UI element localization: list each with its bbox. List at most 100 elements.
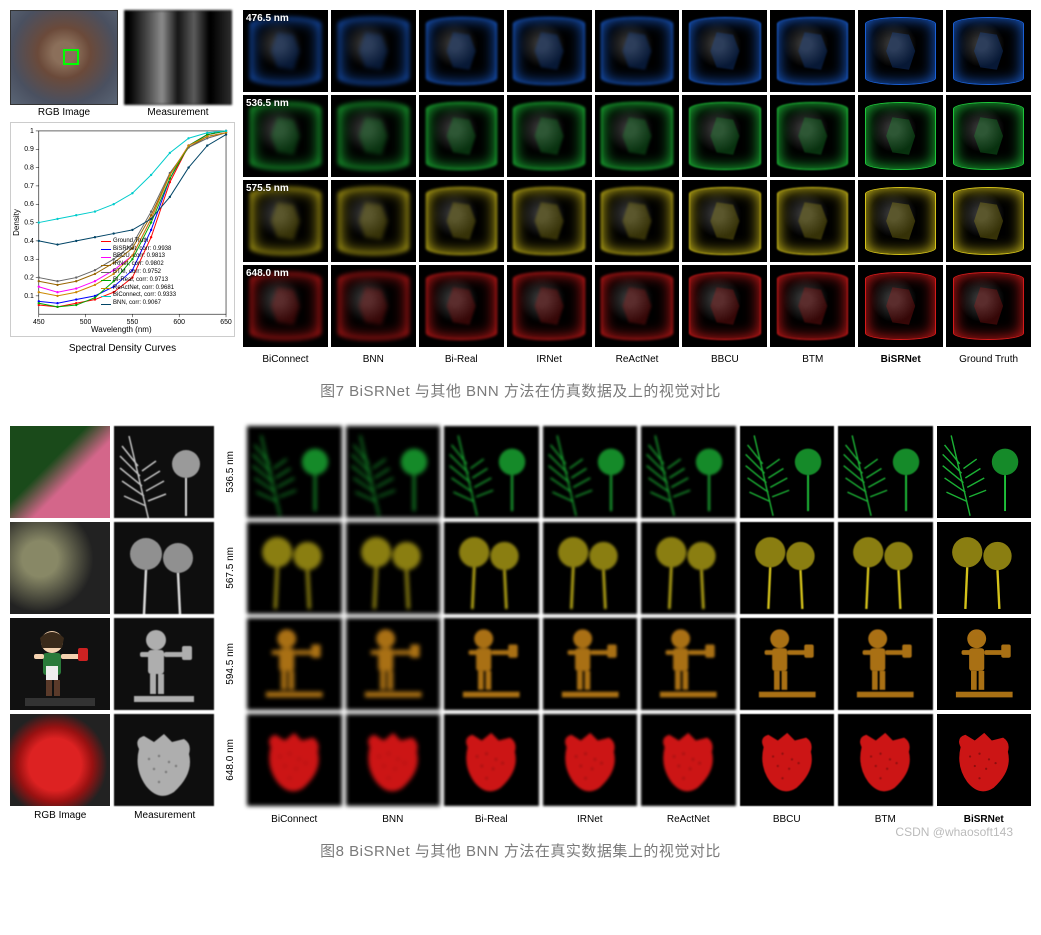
sample-cell: [946, 10, 1031, 92]
sample-cell: [543, 714, 638, 806]
sample-cell: [740, 522, 835, 614]
sample-cell: [937, 522, 1032, 614]
svg-text:0.4: 0.4: [24, 238, 34, 245]
spectral-density-chart: 4505005506006500.10.20.30.40.50.60.70.80…: [10, 122, 235, 337]
sample-cell: [595, 10, 680, 92]
method-label: BNN: [346, 814, 441, 825]
method-label: BTM: [770, 354, 855, 365]
sample-cell: [507, 265, 592, 347]
sample-cell: [346, 618, 441, 710]
curves-label: Spectral Density Curves: [10, 343, 235, 354]
method-label: Bi-Real: [444, 814, 539, 825]
sample-cell: [946, 95, 1031, 177]
sample-cell: [858, 265, 943, 347]
method-label: IRNet: [507, 354, 592, 365]
figure-7: RGB Image Measurement 4505005506006500.1…: [10, 10, 1031, 401]
fig7-left-panel: RGB Image Measurement 4505005506006500.1…: [10, 10, 235, 365]
sample-cell: [937, 714, 1032, 806]
rgb-label: RGB Image: [10, 107, 118, 118]
svg-text:500: 500: [80, 319, 92, 326]
fig7-grid: 476.5 nm 536.5 nm 575.5 nm 648.0 nm BiConnec…: [243, 10, 1031, 365]
wavelength-label: 476.5 nm: [246, 13, 289, 24]
sample-cell: [641, 426, 736, 518]
svg-text:650: 650: [220, 319, 232, 326]
sample-cell: 648.0 nm: [243, 265, 328, 347]
sample-cell: [682, 265, 767, 347]
svg-text:0.9: 0.9: [24, 146, 34, 153]
chart-legend: Ground TruthBiSRNet, corr: 0.9938BBCU, c…: [101, 238, 176, 308]
svg-text:0.6: 0.6: [24, 201, 34, 208]
wavelength-label: 536.5 nm: [225, 451, 243, 493]
sample-cell: [682, 10, 767, 92]
sample-cell: [444, 426, 539, 518]
sample-cell: [419, 265, 504, 347]
x-axis-label: Wavelength (nm): [91, 325, 152, 334]
method-label: BiConnect: [243, 354, 328, 365]
sample-cell: 536.5 nm: [243, 95, 328, 177]
sample-cell: [419, 180, 504, 262]
method-label: Ground Truth: [946, 354, 1031, 365]
y-axis-label: Density: [12, 209, 21, 236]
sample-cell: [770, 180, 855, 262]
svg-text:1: 1: [30, 128, 34, 135]
sample-cell: [595, 95, 680, 177]
sample-cell: [946, 265, 1031, 347]
wavelength-label: 575.5 nm: [246, 183, 289, 194]
sample-cell: [346, 714, 441, 806]
sample-cell: [641, 522, 736, 614]
method-label: BNN: [331, 354, 416, 365]
sample-cell: [247, 714, 342, 806]
sample-cell: [858, 10, 943, 92]
method-label: BiConnect: [247, 814, 342, 825]
sample-cell: [740, 618, 835, 710]
sample-cell: [937, 426, 1032, 518]
sample-cell: [770, 10, 855, 92]
sample-cell: [740, 426, 835, 518]
sample-cell: [858, 180, 943, 262]
watermark: CSDN @whaosoft143: [895, 825, 1013, 839]
svg-text:0.7: 0.7: [24, 183, 34, 190]
measurement-thumb: [114, 426, 214, 518]
sample-cell: [543, 426, 638, 518]
sample-cell: [331, 95, 416, 177]
sample-cell: [247, 426, 342, 518]
rgb-thumb: [10, 618, 110, 710]
rgb-thumb: [10, 426, 110, 518]
fig8-grid: 536.5 nm: [225, 426, 1031, 825]
method-label: BBCU: [682, 354, 767, 365]
method-label: BiSRNet: [937, 814, 1032, 825]
sample-cell: [770, 95, 855, 177]
sample-cell: [770, 265, 855, 347]
wavelength-label: 594.5 nm: [225, 643, 243, 685]
sample-cell: [331, 10, 416, 92]
fig8-left-panel: RGB Image Measurement: [10, 426, 215, 825]
wavelength-label: 648.0 nm: [246, 268, 289, 279]
svg-text:0.1: 0.1: [24, 293, 34, 300]
sample-cell: [595, 180, 680, 262]
meas-label: Measurement: [115, 810, 216, 821]
sample-cell: 575.5 nm: [243, 180, 328, 262]
sample-cell: 476.5 nm: [243, 10, 328, 92]
svg-text:0.2: 0.2: [24, 275, 34, 282]
sample-cell: [507, 10, 592, 92]
svg-text:0.5: 0.5: [24, 220, 34, 227]
sample-cell: [838, 522, 933, 614]
sample-cell: [740, 714, 835, 806]
method-label: IRNet: [543, 814, 638, 825]
meas-label: Measurement: [124, 107, 232, 118]
svg-text:0.8: 0.8: [24, 165, 34, 172]
svg-text:600: 600: [173, 319, 185, 326]
sample-cell: [838, 426, 933, 518]
rgb-label: RGB Image: [10, 810, 111, 821]
rgb-thumb: [10, 522, 110, 614]
sample-cell: [543, 522, 638, 614]
measurement-thumb: [114, 618, 214, 710]
measurement-thumb: [124, 10, 232, 105]
method-label: ReActNet: [641, 814, 736, 825]
sample-cell: [641, 714, 736, 806]
sample-cell: [419, 95, 504, 177]
sample-cell: [682, 180, 767, 262]
sample-cell: [937, 618, 1032, 710]
method-label: BTM: [838, 814, 933, 825]
sample-cell: [838, 618, 933, 710]
